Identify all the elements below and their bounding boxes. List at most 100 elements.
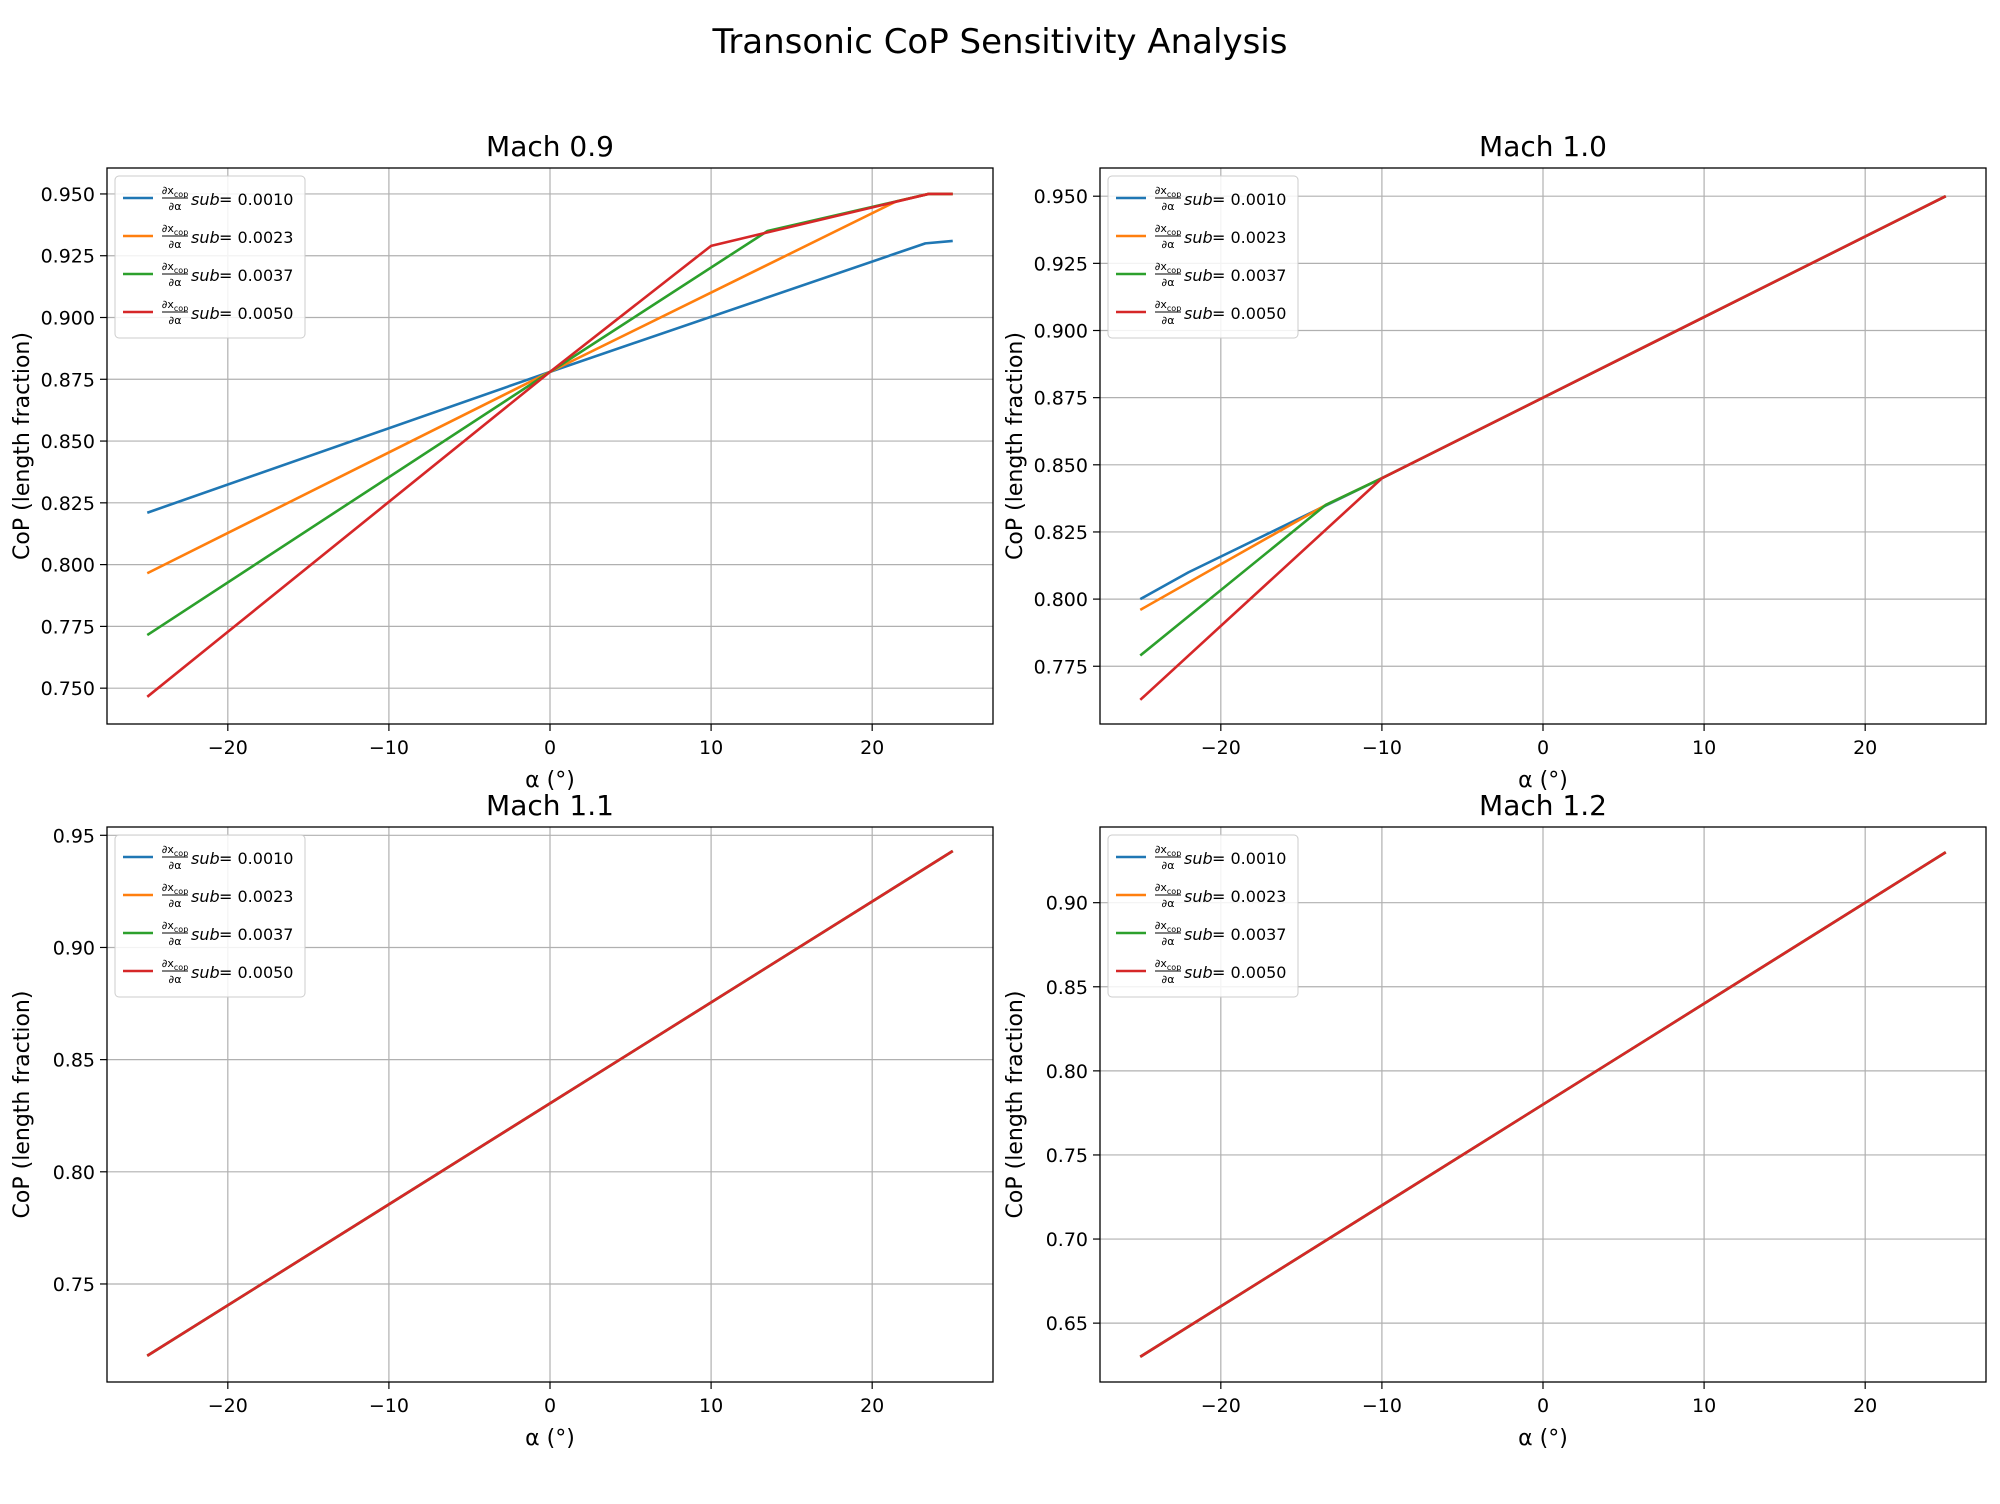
x-tick-label: −10: [1362, 1395, 1402, 1417]
x-tick-label: 10: [699, 1395, 723, 1417]
legend-label-suffix: sub: [191, 228, 220, 247]
y-axis-label: CoP (length fraction): [10, 332, 35, 560]
legend-label-suffix: sub: [191, 963, 220, 982]
legend-label-suffix: sub: [1184, 266, 1213, 285]
y-tick-label: 0.800: [41, 555, 95, 577]
legend-fraction-denominator: ∂α: [1162, 314, 1175, 327]
x-tick-label: 20: [860, 737, 884, 759]
legend-label-value: = 0.0023: [219, 228, 293, 247]
legend: ∂xcop∂α sub = 0.0010∂xcop∂α sub = 0.0023∂xco…: [1107, 175, 1299, 339]
legend-fraction-denominator: ∂α: [1162, 238, 1175, 251]
legend-label-value: = 0.0037: [219, 925, 293, 944]
x-axis-label: α (°): [525, 768, 575, 793]
x-tick-label: −10: [369, 1395, 409, 1417]
x-tick-label: 10: [699, 737, 723, 759]
x-tick-label: 0: [1537, 1395, 1549, 1417]
series-line-0.0050: [1139, 195, 1947, 701]
x-tick-label: 0: [544, 737, 556, 759]
legend-label-value: = 0.0037: [1212, 266, 1286, 285]
legend-label-suffix: sub: [191, 190, 220, 209]
y-tick-label: 0.850: [1034, 455, 1088, 477]
subplot-title: Mach 1.0: [1479, 130, 1607, 163]
y-tick-label: 0.85: [1046, 977, 1088, 999]
legend-fraction-denominator: ∂α: [169, 276, 182, 289]
legend-label-value: = 0.0010: [219, 849, 293, 868]
x-axis-label: α (°): [525, 1426, 575, 1451]
legend-fraction-denominator: ∂α: [1162, 276, 1175, 289]
figure-title: Transonic CoP Sensitivity Analysis: [712, 22, 1288, 62]
x-tick-label: 20: [1853, 1395, 1877, 1417]
y-tick-label: 0.775: [1034, 656, 1088, 678]
y-tick-label: 0.950: [1034, 186, 1088, 208]
x-tick-label: −10: [1362, 737, 1402, 759]
legend-fraction-denominator: ∂α: [1162, 973, 1175, 986]
y-tick-label: 0.85: [53, 1050, 95, 1072]
legend: ∂xcop∂α sub = 0.0010∂xcop∂α sub = 0.0023∂xco…: [114, 834, 306, 998]
legend-label-value: = 0.0050: [1212, 304, 1286, 323]
legend-fraction-denominator: ∂α: [1162, 897, 1175, 910]
legend-fraction-denominator: ∂α: [169, 314, 182, 327]
y-tick-label: 0.925: [41, 246, 95, 268]
legend-fraction-denominator: ∂α: [169, 935, 182, 948]
legend-label-suffix: sub: [1184, 887, 1213, 906]
y-tick-label: 0.825: [41, 493, 95, 515]
legend-fraction-denominator: ∂α: [1162, 200, 1175, 213]
y-tick-label: 0.750: [41, 678, 95, 700]
subplot-3: Mach 1.1 −20 −10 0 10 20 0.75 0.80 0.85 0.90 0.95 α…: [10, 789, 994, 1451]
y-tick-label: 0.900: [41, 308, 95, 330]
subplot-4: Mach 1.2 −20 −10 0 10 20 0.65 0.70 0.75 0.80 0.85 0…: [1003, 789, 1987, 1451]
legend-fraction-denominator: ∂α: [169, 238, 182, 251]
x-tick-label: 10: [1692, 737, 1716, 759]
legend-label-suffix: sub: [191, 887, 220, 906]
subplot-2: Mach 1.0 −20 −10 0 10 20 0.775 0.800 0.825 0.850 0…: [1003, 130, 1987, 793]
x-tick-label: 10: [1692, 1395, 1716, 1417]
x-tick-label: −10: [369, 737, 409, 759]
legend-label-value: = 0.0023: [1212, 887, 1286, 906]
legend-label-value: = 0.0010: [1212, 190, 1286, 209]
legend: ∂xcop∂α sub = 0.0010∂xcop∂α sub = 0.0023∂xco…: [1107, 834, 1299, 998]
y-tick-label: 0.80: [1046, 1061, 1088, 1083]
x-axis-label: α (°): [1518, 768, 1568, 793]
legend-fraction-denominator: ∂α: [1162, 935, 1175, 948]
y-tick-label: 0.95: [53, 825, 95, 847]
legend-label-value: = 0.0050: [1212, 963, 1286, 982]
x-tick-label: 20: [860, 1395, 884, 1417]
y-tick-label: 0.65: [1046, 1313, 1088, 1335]
y-tick-label: 0.75: [1046, 1145, 1088, 1167]
legend-label-suffix: sub: [191, 304, 220, 323]
y-tick-label: 0.775: [41, 616, 95, 638]
legend-fraction-denominator: ∂α: [169, 859, 182, 872]
legend-label-suffix: sub: [1184, 925, 1213, 944]
series-line-0.0050: [146, 849, 954, 1357]
legend-label-suffix: sub: [1184, 963, 1213, 982]
x-tick-label: −20: [208, 1395, 248, 1417]
x-tick-label: −20: [208, 737, 248, 759]
legend-label-suffix: sub: [191, 849, 220, 868]
legend-label-value: = 0.0023: [1212, 228, 1286, 247]
y-tick-label: 0.850: [41, 431, 95, 453]
legend-box: [114, 834, 306, 998]
y-axis-label: CoP (length fraction): [1003, 332, 1028, 560]
legend-fraction-denominator: ∂α: [1162, 859, 1175, 872]
y-tick-label: 0.875: [41, 369, 95, 391]
y-tick-label: 0.90: [1046, 893, 1088, 915]
legend-label-suffix: sub: [191, 266, 220, 285]
x-tick-label: 20: [1853, 737, 1877, 759]
x-tick-label: 0: [1537, 737, 1549, 759]
y-axis-label: CoP (length fraction): [1003, 991, 1028, 1219]
subplot-title: Mach 1.2: [1479, 789, 1607, 822]
subplot-1: Mach 0.9 −20 −10 0 10 20 0.750 0.775 0.800 0.825 0…: [10, 130, 994, 793]
subplot-title: Mach 1.1: [486, 789, 614, 822]
legend-label-value: = 0.0023: [219, 887, 293, 906]
x-tick-label: 0: [544, 1395, 556, 1417]
y-tick-label: 0.800: [1034, 589, 1088, 611]
legend-label-suffix: sub: [1184, 304, 1213, 323]
y-tick-label: 0.950: [41, 184, 95, 206]
legend-label-value: = 0.0037: [219, 266, 293, 285]
legend-box: [1107, 175, 1299, 339]
legend-label-suffix: sub: [1184, 228, 1213, 247]
legend-label-value: = 0.0010: [1212, 849, 1286, 868]
legend-label-value: = 0.0050: [219, 963, 293, 982]
